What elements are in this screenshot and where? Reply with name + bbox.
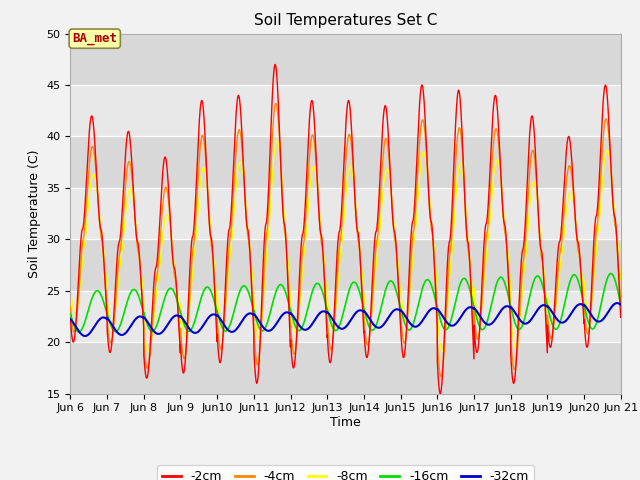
Text: BA_met: BA_met [72,32,117,45]
Bar [70,291,621,342]
Bar [70,188,621,240]
Bar [70,34,621,85]
Title: Soil Temperatures Set C: Soil Temperatures Set C [254,13,437,28]
Bar [70,136,621,188]
Bar [70,240,621,291]
Bar [70,85,621,136]
X-axis label: Time: Time [330,416,361,429]
Bar [70,342,621,394]
Legend: -2cm, -4cm, -8cm, -16cm, -32cm: -2cm, -4cm, -8cm, -16cm, -32cm [157,465,534,480]
Y-axis label: Soil Temperature (C): Soil Temperature (C) [28,149,41,278]
